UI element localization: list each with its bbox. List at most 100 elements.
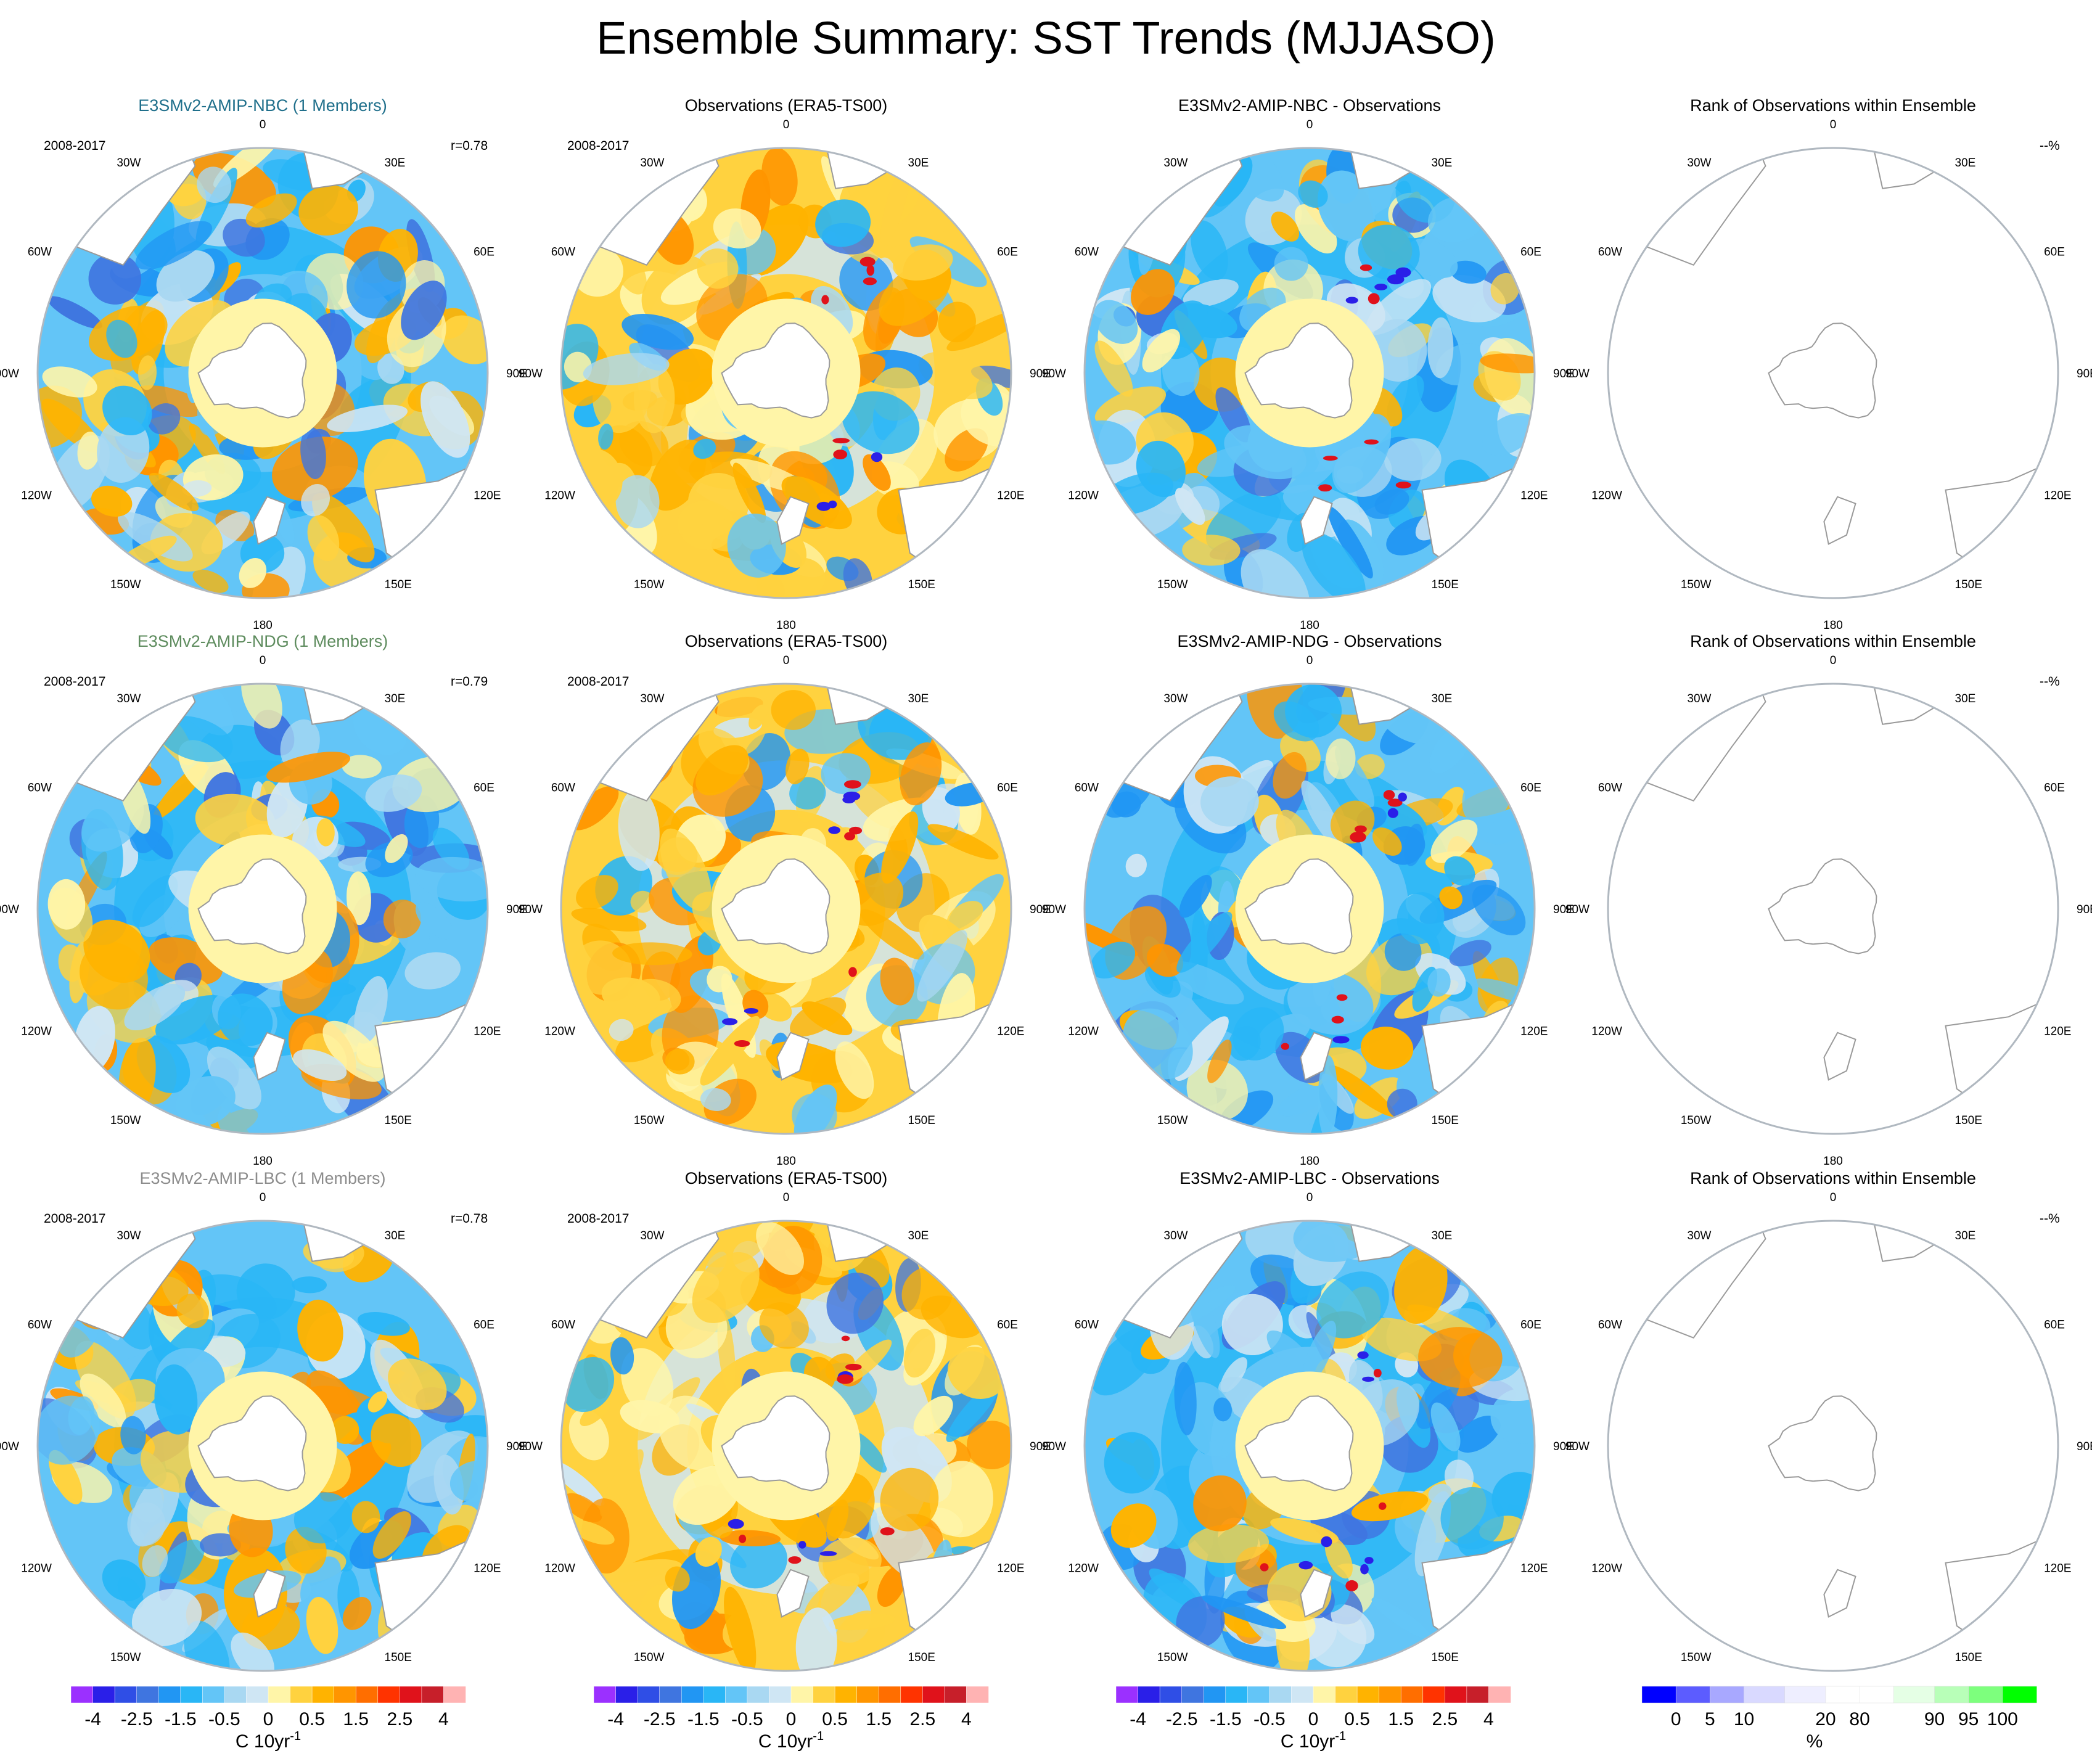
field-blob xyxy=(241,684,282,729)
field-blob xyxy=(131,1588,202,1647)
field-blob xyxy=(1110,1503,1157,1548)
field-extreme xyxy=(880,1527,895,1536)
longitude-label: 120W xyxy=(1591,1025,1622,1038)
field-blob xyxy=(176,1076,236,1126)
field-blob xyxy=(692,1252,760,1323)
colorbar-tick-label: 4 xyxy=(1483,1709,1494,1729)
longitude-label: 30E xyxy=(1955,1229,1976,1242)
longitude-label: 120E xyxy=(474,1562,501,1575)
field-blob xyxy=(1271,211,1300,242)
field-extreme xyxy=(845,1363,862,1371)
field-blob xyxy=(292,1276,327,1294)
colorbar-swatch xyxy=(1181,1686,1205,1704)
map-border xyxy=(1607,683,2059,1135)
field-blob xyxy=(1408,239,1458,278)
colorbar-tick-label: -4 xyxy=(607,1709,624,1729)
longitude-label: 150E xyxy=(1955,578,1982,591)
field-blob xyxy=(1175,488,1205,525)
longitude-label: 60E xyxy=(997,246,1018,259)
land-outline xyxy=(1823,496,1856,545)
antarctica-outline xyxy=(721,322,831,419)
field-blob xyxy=(665,1566,690,1592)
field-blob xyxy=(571,908,647,932)
longitude-label: 0 xyxy=(1830,654,1837,667)
longitude-label: 90E xyxy=(1553,1440,1574,1453)
colorbar-tick-label: -1.5 xyxy=(687,1709,720,1729)
longitude-label: 90W xyxy=(0,903,19,916)
trend-colorbar: -4 -2.5 -1.5 -0.5 0 0.5 1.5 2.5 4 C 10yr-1 xyxy=(1115,1686,1511,1752)
colorbar-tick-label: 5 xyxy=(1705,1709,1715,1729)
colorbar-swatch xyxy=(70,1686,94,1704)
longitude-label: 30E xyxy=(908,692,929,705)
field-blob xyxy=(568,1409,609,1461)
antarctica-outline xyxy=(1768,322,1877,419)
field-blob xyxy=(678,500,735,550)
land-outline xyxy=(1300,1569,1333,1618)
field-blob xyxy=(200,1533,241,1557)
antarctica-outline xyxy=(197,858,307,954)
colorbar-tick-label: 0 xyxy=(786,1709,797,1729)
field-blob xyxy=(826,1273,884,1334)
field-extreme xyxy=(798,1541,806,1549)
field-blob xyxy=(1316,1271,1389,1339)
antarctica-outline xyxy=(1244,1395,1354,1491)
field-blob xyxy=(133,385,206,417)
field-blob xyxy=(918,351,993,400)
colorbar-swatch xyxy=(1641,1686,1676,1704)
field-blob xyxy=(658,837,698,875)
field-extreme xyxy=(1364,439,1379,445)
map-panel-rank: 0 30E 60E 90E 120E 150E 180 150W 120W 90W 60W 30W Ra… xyxy=(1565,96,2092,632)
longitude-label: 60E xyxy=(1520,246,1541,259)
field-blob xyxy=(967,1421,1011,1469)
field-blob xyxy=(83,919,150,983)
correlation-label: r=0.78 xyxy=(451,139,488,153)
longitude-label: 30E xyxy=(385,157,406,170)
field-blob xyxy=(383,900,422,938)
longitude-label: 180 xyxy=(1823,619,1843,632)
units-superscript: -1 xyxy=(1335,1729,1346,1743)
longitude-label: 30W xyxy=(1163,157,1188,170)
units-superscript: -1 xyxy=(813,1729,824,1743)
field-blob xyxy=(583,353,670,385)
longitude-label: 150W xyxy=(1681,578,1712,591)
field-blob xyxy=(568,1520,615,1545)
longitude-label: 60E xyxy=(2044,246,2065,259)
colorbar-swatch xyxy=(114,1686,137,1704)
land-outline xyxy=(1823,1032,1856,1081)
field-blob xyxy=(307,515,340,562)
field-blob xyxy=(1142,329,1181,372)
colorbar-tick-label: 2.5 xyxy=(909,1709,935,1729)
colorbar-swatch xyxy=(136,1686,160,1704)
longitude-label: 150W xyxy=(110,1651,141,1664)
field-extreme xyxy=(1398,792,1407,802)
colorbar-swatch xyxy=(834,1686,858,1704)
longitude-label: 120W xyxy=(1068,1025,1099,1038)
longitude-label: 90W xyxy=(0,367,19,380)
field-blob xyxy=(1266,1330,1315,1377)
rank-colorbar: 0 5 10 20 80 90 95 100% xyxy=(1641,1686,2037,1752)
field-blob xyxy=(293,1492,353,1544)
field-blob xyxy=(218,993,273,1046)
antarctica-outline xyxy=(197,1395,307,1491)
field-blob xyxy=(367,1391,388,1413)
longitude-label: 120W xyxy=(1591,1562,1622,1575)
longitude-label: 150W xyxy=(634,1651,665,1664)
longitude-label: 30W xyxy=(117,1229,141,1242)
field-blob xyxy=(401,281,447,340)
field-blob xyxy=(1449,940,1491,967)
field-blob xyxy=(756,1221,804,1275)
colorbar-swatch xyxy=(1934,1686,1969,1704)
longitude-label: 120E xyxy=(1520,1025,1548,1038)
longitude-label: 30W xyxy=(640,157,664,170)
field-blob xyxy=(1371,1598,1432,1639)
field-blob xyxy=(1188,1524,1270,1564)
field-blob xyxy=(184,1620,230,1671)
field-blob xyxy=(818,1537,882,1586)
colorbar-swatch xyxy=(1675,1686,1711,1704)
field-extreme xyxy=(1318,484,1332,492)
diff-panel-title: E3SMv2-AMIP-LBC - Observations xyxy=(1179,1169,1440,1188)
colorbar-tick-label: 0.5 xyxy=(1344,1709,1370,1729)
colorbar-swatch xyxy=(681,1686,704,1704)
field-blob xyxy=(415,902,454,940)
field-blob xyxy=(195,794,276,848)
